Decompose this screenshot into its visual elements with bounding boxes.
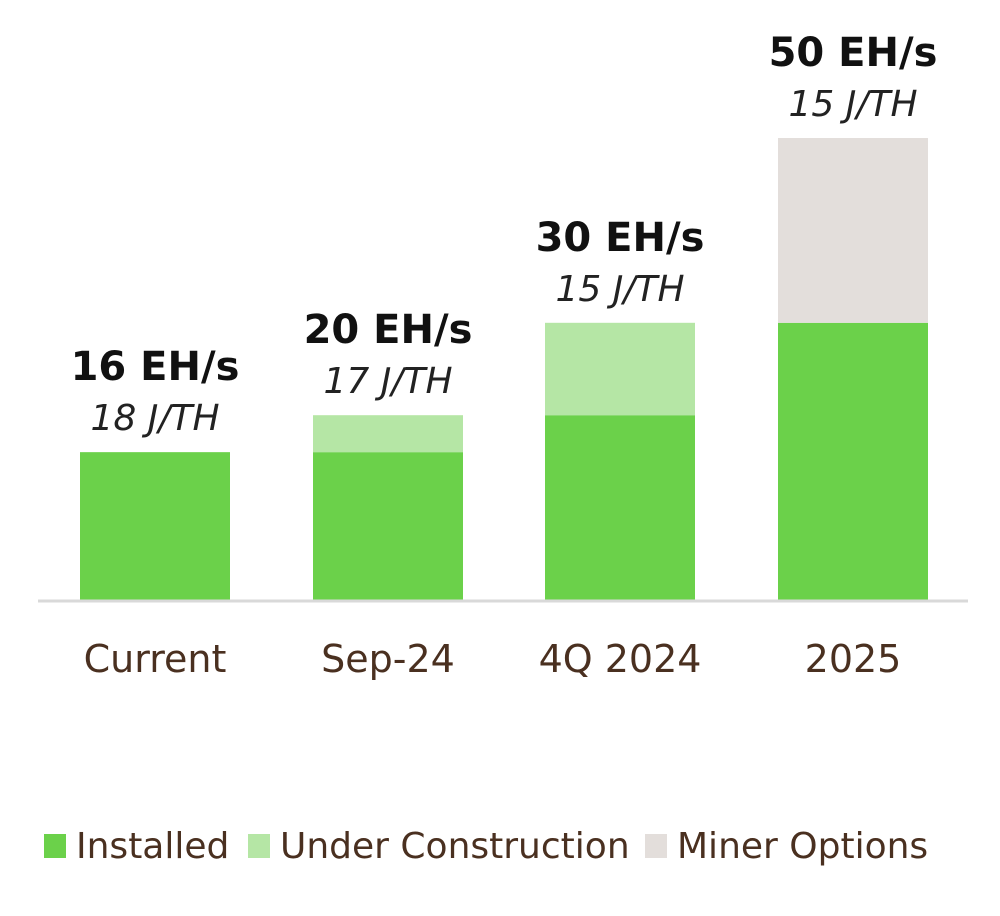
value-label-4q-2024: 30 EH/s [536,215,705,261]
legend-swatch-under-construction [248,834,270,858]
category-label-current: Current [84,637,227,681]
bars-layer [80,138,928,600]
value-label-current: 16 EH/s [71,344,240,390]
efficiency-label-sep-24: 17 J/TH [323,361,452,402]
bar-sep-24-installed [313,452,463,600]
legend-swatch-installed [44,834,66,858]
efficiency-label-2025: 15 J/TH [788,84,917,125]
legend: Installed Under Construction Miner Options [44,826,928,867]
legend-label-installed: Installed [76,826,229,867]
bar-4q-2024-installed [545,415,695,600]
value-label-sep-24: 20 EH/s [304,307,473,353]
category-label-2025: 2025 [805,637,902,681]
category-label-4q-2024: 4Q 2024 [539,637,702,681]
bar-4q-2024-under-construction [545,322,695,416]
value-label-2025: 50 EH/s [769,30,938,76]
bar-sep-24-under-construction [313,415,463,453]
efficiency-label-current: 18 J/TH [90,398,219,439]
legend-swatch-miner-options [645,834,667,858]
legend-label-under-construction: Under Construction [280,826,630,867]
bar-2025-miner-options [778,138,928,323]
labels-layer: 18 J/TH 16 EH/s Current 17 J/TH 20 EH/s Sep-2… [71,30,938,681]
legend-label-miner-options: Miner Options [677,826,928,867]
bar-2025-installed [778,322,928,600]
bar-current-installed [80,452,230,600]
efficiency-label-4q-2024: 15 J/TH [555,269,684,310]
category-label-sep-24: Sep-24 [321,637,455,681]
